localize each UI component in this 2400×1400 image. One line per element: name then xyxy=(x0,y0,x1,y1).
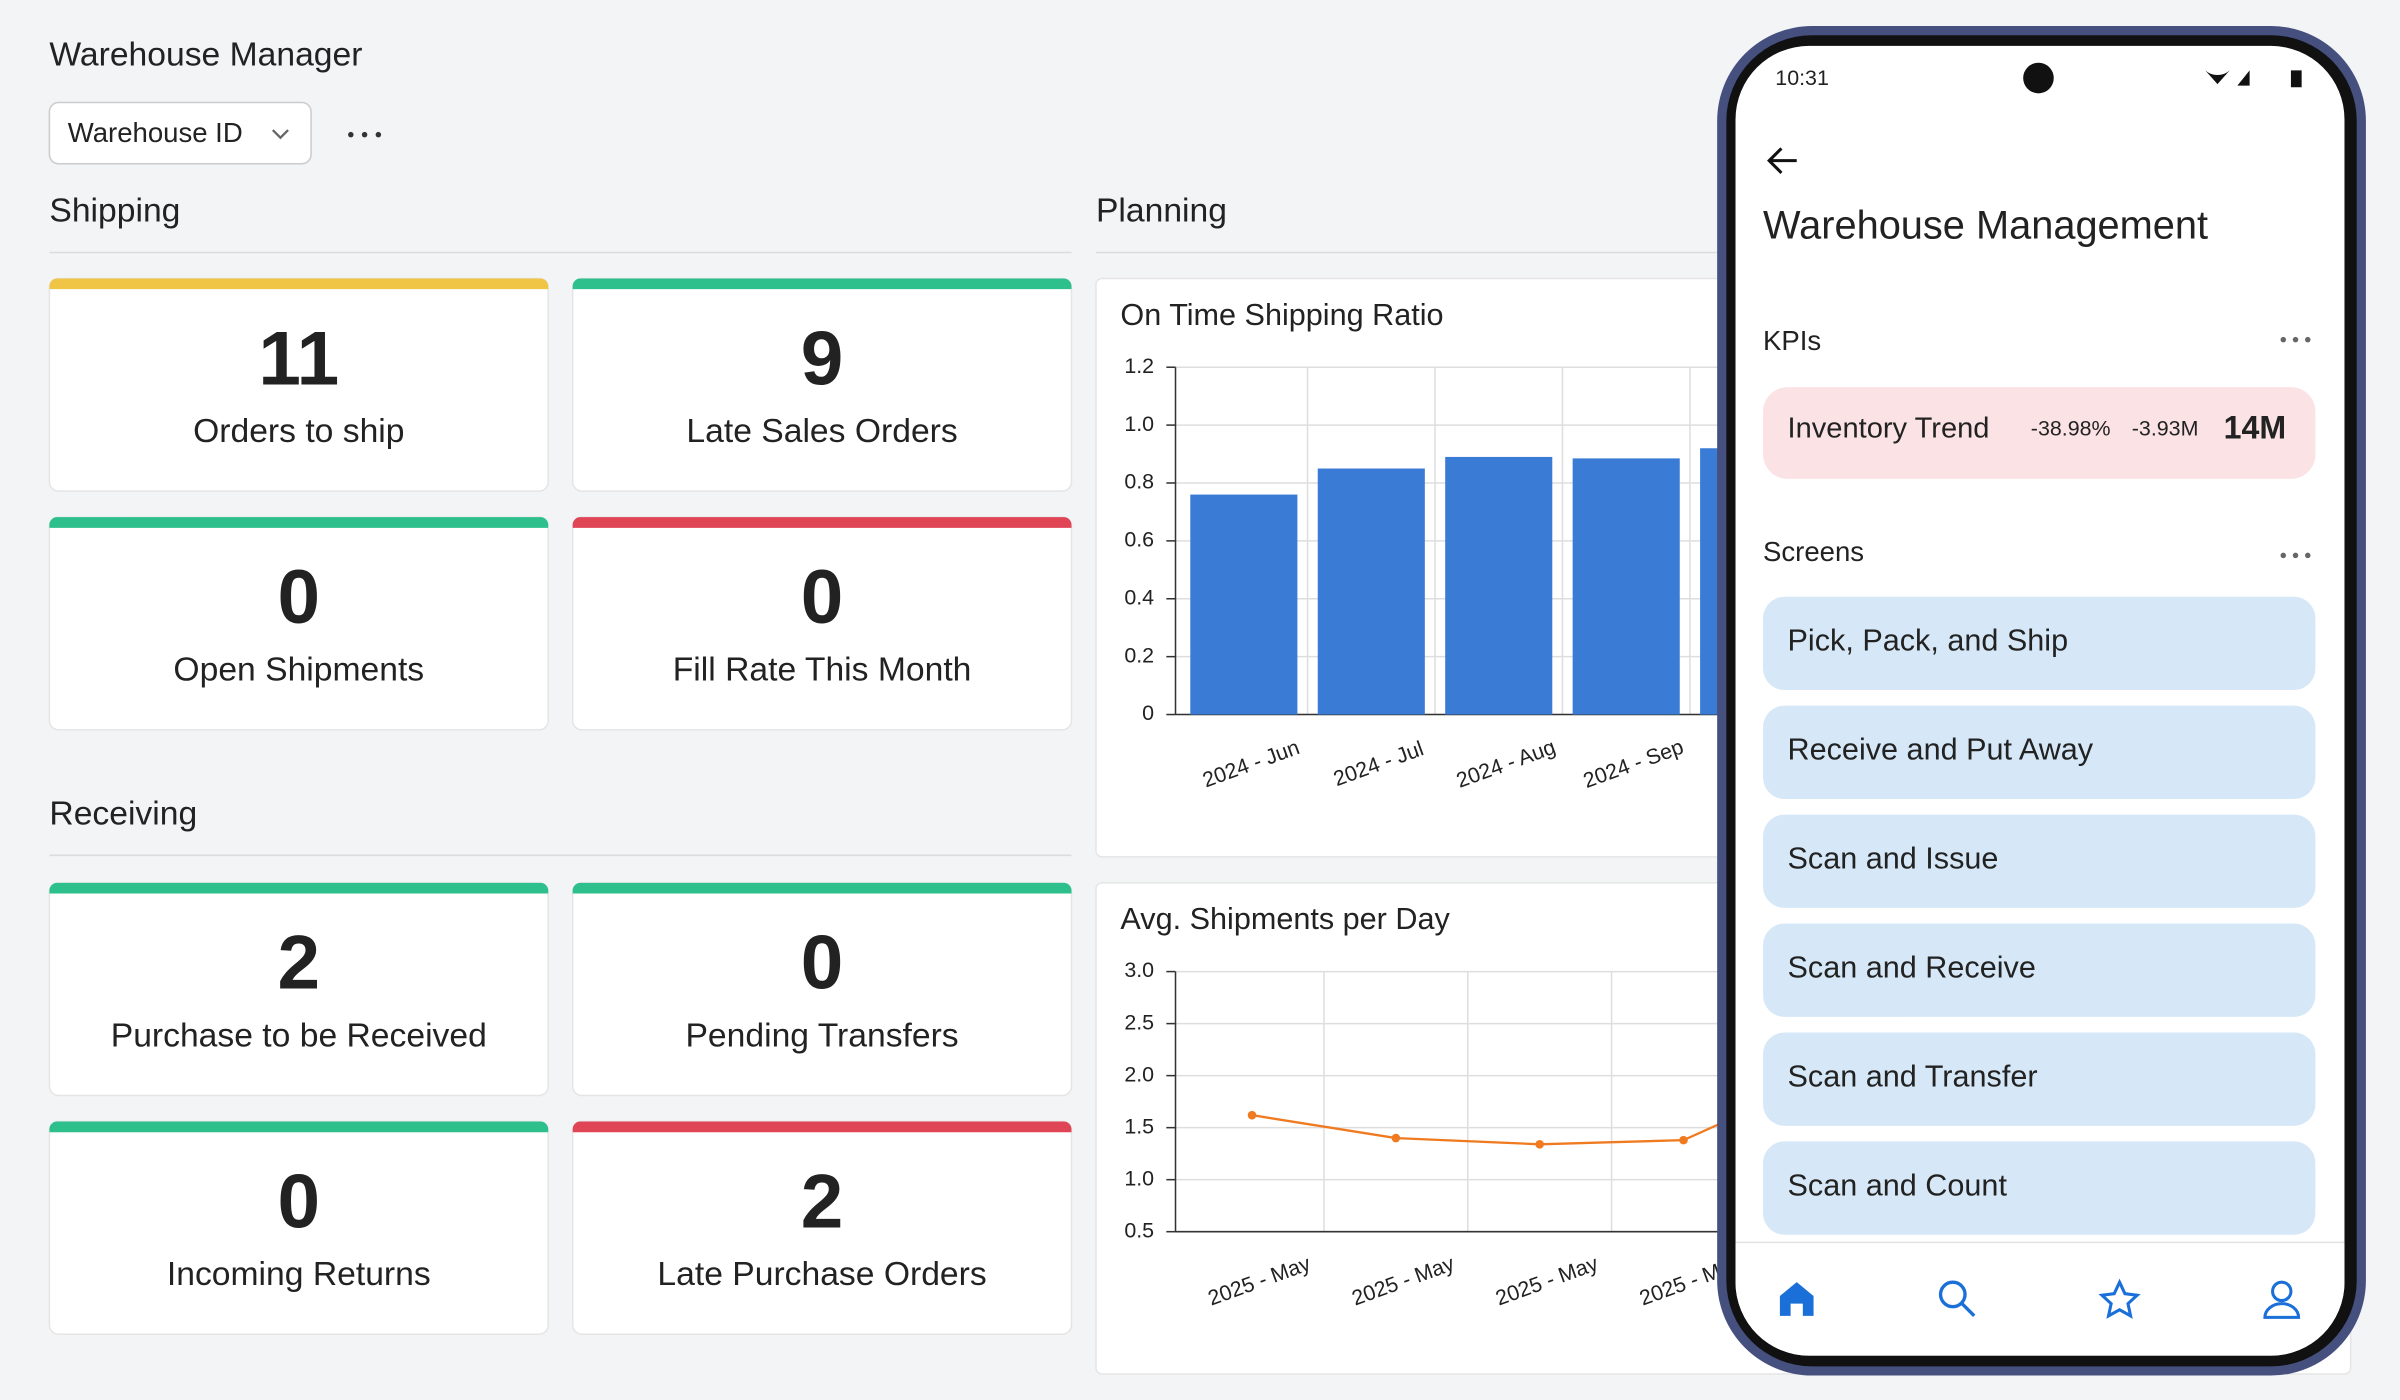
filter-label: Warehouse ID xyxy=(68,117,243,148)
line-point xyxy=(1247,1110,1257,1120)
y-tick-label: 1.0 xyxy=(1124,412,1154,436)
section-title: Receiving xyxy=(49,795,197,832)
bar xyxy=(1445,456,1553,715)
line-point xyxy=(1391,1133,1401,1143)
y-tick-label: 0.8 xyxy=(1124,470,1154,494)
tile-label: Purchase to be Received xyxy=(111,1017,487,1054)
tile-status-bar xyxy=(572,882,1072,894)
tile-status-bar xyxy=(49,1121,549,1133)
tile-label: Orders to ship xyxy=(193,413,404,450)
screen-item[interactable] xyxy=(1763,923,2316,1017)
back-button[interactable] xyxy=(1767,147,1797,174)
tile-value: 0 xyxy=(278,555,321,640)
tile-value: 0 xyxy=(801,921,844,1006)
line-point xyxy=(1535,1140,1544,1149)
bar xyxy=(1572,458,1680,715)
y-tick-label: 2.5 xyxy=(1124,1010,1154,1034)
more-menu[interactable] xyxy=(348,131,382,138)
screen-item[interactable] xyxy=(1763,1141,2316,1235)
screen-item[interactable] xyxy=(1763,596,2316,691)
tile-label: Open Shipments xyxy=(173,652,424,689)
kpi-value: 14M xyxy=(2224,409,2287,445)
status-time: 10:31 xyxy=(1775,66,1829,90)
page-title: Warehouse Manager xyxy=(49,37,362,74)
tile-status-bar xyxy=(572,1121,1072,1133)
nav-favorites[interactable] xyxy=(2098,1278,2141,1319)
section-title: Planning xyxy=(1096,193,1227,230)
tile-label: Incoming Returns xyxy=(167,1256,431,1293)
screen-item[interactable] xyxy=(1763,814,2316,908)
section-title: Shipping xyxy=(49,193,180,230)
screens-more[interactable] xyxy=(2280,552,2311,559)
screen-item-label: Scan and Issue xyxy=(1788,842,1999,876)
y-tick-label: 1.0 xyxy=(1124,1166,1154,1190)
kpi-section-title: KPIs xyxy=(1763,325,1821,356)
y-tick-label: 2.0 xyxy=(1124,1062,1154,1086)
y-tick-label: 3.0 xyxy=(1124,958,1154,982)
y-tick-label: 1.2 xyxy=(1124,354,1154,378)
kpi-change-pct: -38.98% xyxy=(2031,417,2111,441)
nav-home[interactable] xyxy=(1779,1282,1814,1316)
phone-screen xyxy=(1735,45,2345,1356)
y-tick-label: 0.5 xyxy=(1124,1218,1154,1242)
tile-label: Fill Rate This Month xyxy=(673,652,972,689)
y-tick-label: 0.4 xyxy=(1124,585,1154,609)
tile-value: 2 xyxy=(278,921,321,1006)
kpi-label: Inventory Trend xyxy=(1788,413,1990,445)
tile-status-bar xyxy=(572,278,1072,290)
tile-value: 2 xyxy=(801,1159,844,1244)
nav-search[interactable] xyxy=(1938,1280,1976,1318)
y-tick-label: 0 xyxy=(1142,701,1154,725)
bar xyxy=(1190,494,1298,715)
nav-bar xyxy=(1735,1242,2345,1356)
kpi-card[interactable] xyxy=(1763,387,2316,479)
tile-label: Late Purchase Orders xyxy=(657,1256,986,1293)
filter-dropdown[interactable] xyxy=(48,101,312,165)
line-point xyxy=(1679,1135,1688,1145)
y-tick-label: 0.2 xyxy=(1124,643,1154,667)
tile-value: 0 xyxy=(801,555,844,640)
tile-status-bar xyxy=(49,278,549,290)
chart-title: On Time Shipping Ratio xyxy=(1120,298,1443,332)
screen-item-label: Receive and Put Away xyxy=(1788,733,2094,767)
screen-item-label: Scan and Receive xyxy=(1788,951,2036,985)
tile-value: 9 xyxy=(801,316,844,401)
screens-section-title: Screens xyxy=(1763,536,1864,567)
tile-label: Pending Transfers xyxy=(685,1017,958,1054)
camera xyxy=(2023,62,2054,94)
screen-item-label: Scan and Transfer xyxy=(1788,1059,2038,1093)
tile-label: Late Sales Orders xyxy=(686,413,957,450)
kpi-change: -3.93M xyxy=(2132,417,2199,441)
chevron xyxy=(271,129,289,140)
tile-status-bar xyxy=(572,517,1072,528)
tile-value: 0 xyxy=(278,1159,321,1244)
bar xyxy=(1317,468,1425,715)
status-icons xyxy=(2205,70,2302,88)
tile-status-bar xyxy=(49,882,549,894)
screen-item[interactable] xyxy=(1763,1032,2316,1126)
tile-status-bar xyxy=(49,517,549,528)
kpi-more[interactable] xyxy=(2280,336,2311,343)
screen-item-label: Pick, Pack, and Ship xyxy=(1788,624,2069,658)
y-tick-label: 0.6 xyxy=(1124,528,1154,552)
chart-title: Avg. Shipments per Day xyxy=(1120,902,1450,936)
phone: Pick, Pack, and Ship Receive and Put Away… xyxy=(1717,26,2366,1376)
phone-title: Warehouse Management xyxy=(1763,203,2208,247)
screen-item-label: Scan and Count xyxy=(1788,1168,2008,1202)
y-tick-label: 1.5 xyxy=(1124,1114,1154,1138)
screen-item[interactable] xyxy=(1763,705,2316,799)
tile-value: 11 xyxy=(258,316,339,401)
screen-list: Pick, Pack, and Ship Receive and Put Away… xyxy=(1763,596,2316,1235)
nav-profile[interactable] xyxy=(2263,1280,2301,1319)
